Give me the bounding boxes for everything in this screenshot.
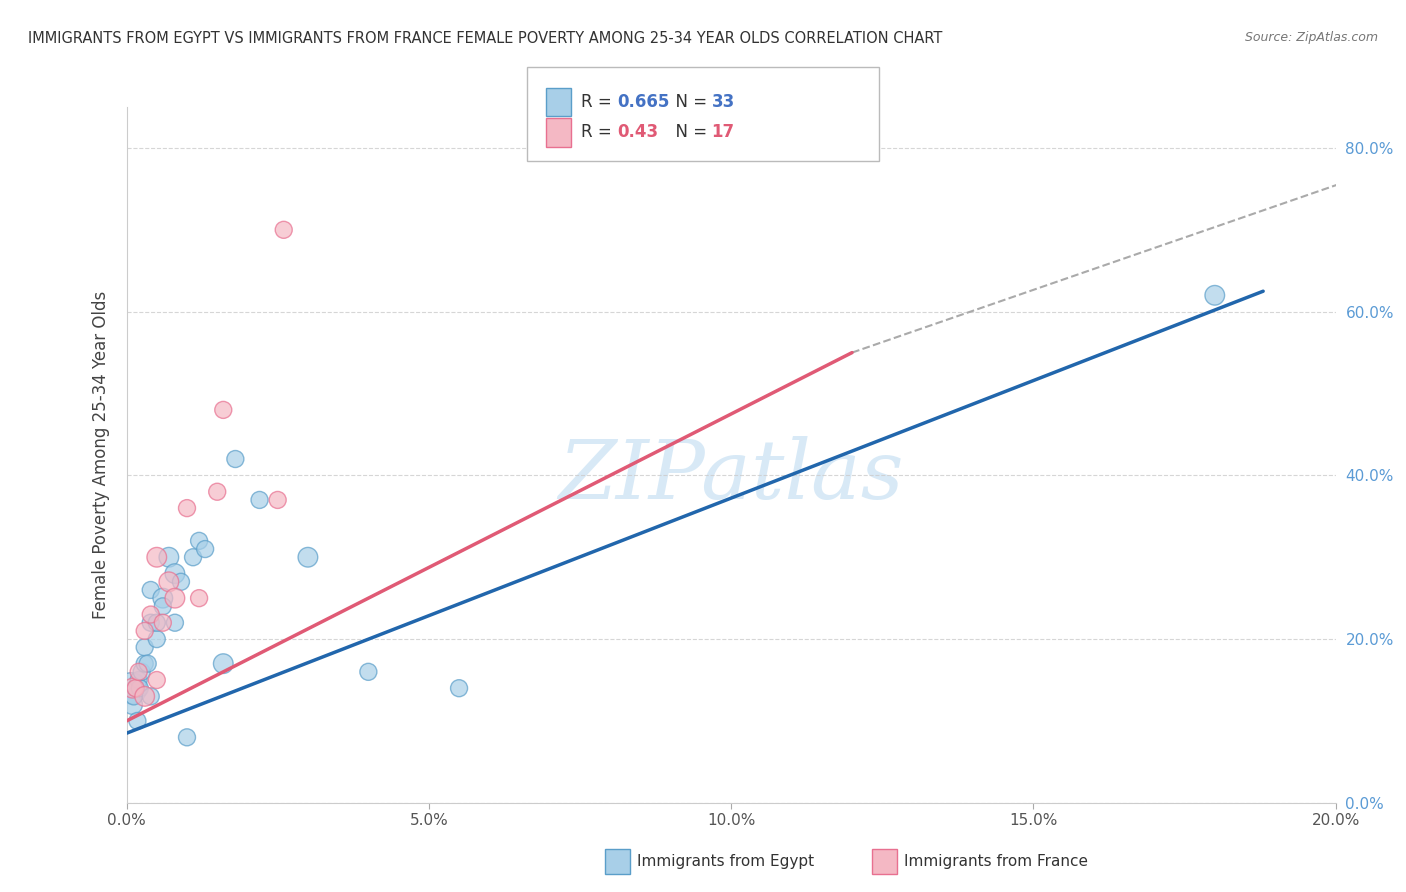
Text: Immigrants from France: Immigrants from France — [904, 855, 1088, 869]
Point — [124, 681, 146, 696]
Text: Source: ZipAtlas.com: Source: ZipAtlas.com — [1244, 31, 1378, 45]
Point — [163, 566, 186, 581]
Point — [134, 657, 156, 671]
Point — [134, 624, 156, 638]
Point — [152, 615, 174, 630]
Point — [139, 690, 162, 704]
Point — [128, 673, 150, 687]
Point — [120, 681, 142, 696]
Text: N =: N = — [665, 123, 713, 141]
Point — [139, 615, 162, 630]
Text: 33: 33 — [711, 93, 735, 111]
Point — [170, 574, 193, 589]
Text: 0.43: 0.43 — [617, 123, 658, 141]
Point — [163, 591, 186, 606]
Point — [157, 574, 180, 589]
Point — [134, 640, 156, 655]
Point — [131, 665, 153, 679]
Point — [152, 591, 174, 606]
Point — [267, 492, 290, 507]
Text: Immigrants from Egypt: Immigrants from Egypt — [637, 855, 814, 869]
Text: 0.665: 0.665 — [617, 93, 669, 111]
Point — [127, 714, 149, 728]
Point — [146, 673, 169, 687]
Point — [134, 690, 156, 704]
Point — [139, 607, 162, 622]
Text: ZIPatlas: ZIPatlas — [558, 436, 904, 516]
Point — [136, 657, 159, 671]
Point — [188, 533, 211, 548]
Point — [146, 550, 169, 565]
Point — [128, 681, 150, 696]
Point — [447, 681, 470, 696]
Point — [128, 665, 150, 679]
Point — [157, 550, 180, 565]
Text: R =: R = — [581, 93, 617, 111]
Point — [249, 492, 271, 507]
Point — [139, 582, 162, 597]
Point — [163, 615, 186, 630]
Point — [121, 698, 143, 712]
Point — [1204, 288, 1226, 302]
Point — [205, 484, 228, 499]
Point — [121, 681, 143, 696]
Point — [357, 665, 380, 679]
Point — [273, 223, 295, 237]
Point — [181, 550, 204, 565]
Point — [146, 615, 169, 630]
Text: IMMIGRANTS FROM EGYPT VS IMMIGRANTS FROM FRANCE FEMALE POVERTY AMONG 25-34 YEAR : IMMIGRANTS FROM EGYPT VS IMMIGRANTS FROM… — [28, 31, 942, 46]
Text: R =: R = — [581, 123, 617, 141]
Point — [122, 690, 145, 704]
Text: 17: 17 — [711, 123, 734, 141]
Point — [146, 632, 169, 646]
Point — [152, 599, 174, 614]
Point — [124, 681, 146, 696]
Point — [176, 731, 198, 745]
Point — [194, 542, 217, 557]
Point — [188, 591, 211, 606]
Point — [212, 657, 235, 671]
Text: N =: N = — [665, 93, 713, 111]
Point — [176, 501, 198, 516]
Point — [212, 403, 235, 417]
Point — [224, 452, 246, 467]
Point — [297, 550, 319, 565]
Y-axis label: Female Poverty Among 25-34 Year Olds: Female Poverty Among 25-34 Year Olds — [91, 291, 110, 619]
